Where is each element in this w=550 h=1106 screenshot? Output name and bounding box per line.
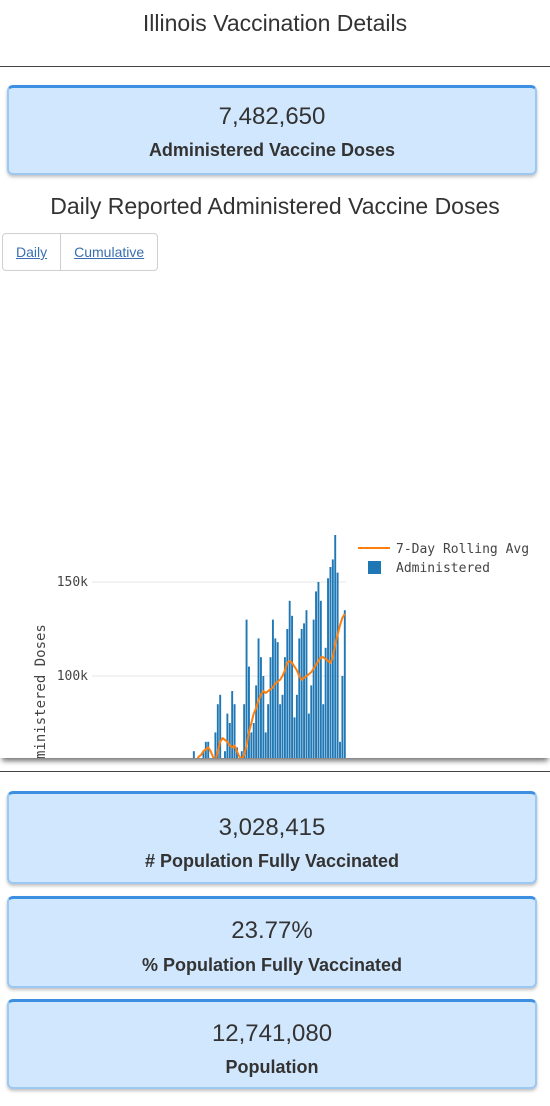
bar [319, 600, 322, 758]
bar [307, 713, 310, 758]
page-title: Illinois Vaccination Details [142, 10, 408, 36]
administered-doses-label: Administered Vaccine Doses [148, 140, 396, 160]
bar [219, 694, 222, 758]
legend-bar-swatch [368, 561, 381, 574]
bar [248, 666, 250, 758]
doses-chart: 050k100k150kJan 2021Feb 2021Mar 2021Apr … [33, 535, 529, 758]
daily-toggle-link[interactable]: Daily [16, 244, 48, 260]
administered-doses-card: 7,482,650 Administered Vaccine Doses [7, 85, 537, 175]
bar [293, 717, 296, 758]
bar [252, 723, 255, 758]
rolling-avg-line [196, 613, 346, 758]
bar [207, 741, 210, 758]
chart-view-toggle: Daily Cumulative [2, 233, 159, 271]
bar [276, 642, 279, 758]
bar [343, 610, 346, 758]
bar [283, 657, 286, 758]
bar [341, 676, 344, 758]
population-value: 12,741,080 [211, 1020, 333, 1047]
bar [281, 694, 284, 758]
bar [310, 685, 313, 758]
y-axis-title: Administered Doses [33, 624, 49, 758]
population-card: 12,741,080 Population [7, 999, 537, 1089]
bar [262, 676, 265, 758]
administered-doses-value: 7,482,650 [218, 103, 326, 130]
bar [202, 751, 205, 758]
bar [288, 600, 291, 758]
y-tick-label: 150k [57, 575, 88, 590]
fully-vaccinated-label: # Population Fully Vaccinated [144, 851, 400, 871]
fully-vaccinated-value: 3,028,415 [218, 814, 326, 841]
bar [240, 751, 243, 758]
bar [315, 591, 317, 758]
bar [339, 741, 341, 758]
bar [192, 751, 195, 758]
fully-vaccinated-card: 3,028,415 # Population Fully Vaccinated [7, 791, 537, 884]
y-tick-label: 100k [57, 669, 88, 684]
bar [298, 638, 301, 758]
bar [274, 638, 277, 758]
bar [336, 572, 339, 758]
bar [233, 704, 236, 758]
legend-label-administered: Administered [396, 561, 490, 576]
chart-title: Daily Reported Administered Vaccine Dose… [50, 193, 500, 219]
bar [322, 704, 325, 758]
cumulative-toggle-link[interactable]: Cumulative [60, 234, 157, 270]
bar [224, 751, 226, 758]
bar [243, 704, 246, 758]
percent-fully-vaccinated-label: % Population Fully Vaccinated [141, 955, 403, 975]
bar [269, 657, 272, 758]
bar [291, 615, 294, 758]
bar [231, 691, 234, 758]
bar [300, 629, 303, 758]
page-header: Illinois Vaccination Details [0, 0, 550, 67]
bar [245, 619, 248, 758]
bar [228, 723, 231, 758]
bar [327, 578, 329, 758]
bar [317, 582, 320, 758]
bar [286, 629, 289, 758]
bar [216, 704, 219, 758]
bar [312, 619, 315, 758]
bar [259, 657, 262, 758]
population-label: Population [225, 1057, 319, 1077]
percent-fully-vaccinated-value: 23.77% [231, 917, 313, 944]
bar [264, 732, 267, 758]
bar [267, 704, 270, 758]
bar [250, 732, 253, 758]
bar [226, 713, 229, 758]
bar [324, 647, 327, 758]
bar [271, 619, 274, 758]
bar [255, 685, 258, 758]
daily-doses-chart-section: Daily Reported Administered Vaccine Dose… [0, 180, 550, 758]
section-divider [0, 771, 550, 772]
percent-fully-vaccinated-card: 23.77% % Population Fully Vaccinated [7, 896, 537, 988]
bar [305, 610, 308, 758]
bar [303, 623, 306, 758]
bar [295, 694, 298, 758]
bar [279, 704, 282, 758]
bar [214, 732, 217, 758]
legend-label-rolling-avg: 7-Day Rolling Avg [396, 542, 529, 557]
